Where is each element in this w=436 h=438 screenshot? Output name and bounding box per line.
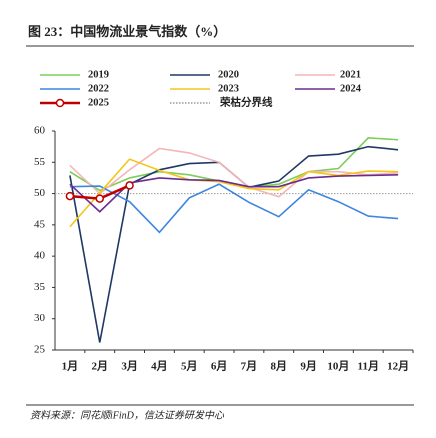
legend-label: 2020 — [218, 69, 239, 80]
legend-label: 2021 — [340, 69, 361, 80]
y-tick-label: 40 — [34, 250, 46, 262]
series-line — [69, 147, 399, 198]
legend-label: 2025 — [88, 97, 109, 108]
legend-label: 荣枯分界线 — [219, 95, 273, 108]
legend-label: 2024 — [340, 83, 362, 94]
legend-label: 2022 — [88, 83, 109, 94]
y-tick-label: 30 — [34, 312, 46, 324]
x-tick-label: 1月 — [62, 360, 79, 373]
source: 资料来源：同花顺iFinD，信达证券研发中心 — [30, 409, 225, 421]
x-tick-label: 8月 — [271, 360, 288, 373]
x-tick-label: 7月 — [241, 360, 258, 373]
chart-title: 图 23：中国物流业景气指数（%） — [28, 24, 226, 39]
x-tick-label: 10月 — [327, 360, 349, 373]
point — [65, 191, 75, 201]
x-tick-label: 6月 — [211, 360, 228, 373]
y-tick-label: 60 — [34, 125, 46, 137]
legend-marker — [55, 98, 65, 108]
x-tick-label: 9月 — [300, 360, 317, 373]
legend-label: 2019 — [88, 69, 109, 80]
y-tick-label: 25 — [34, 344, 46, 356]
x-tick-label: 11月 — [358, 360, 379, 373]
x-tick-label: 5月 — [181, 360, 198, 373]
legend-label: 2023 — [218, 83, 239, 94]
y-tick-label: 50 — [34, 187, 46, 199]
series-line — [69, 137, 399, 192]
y-tick-label: 45 — [34, 218, 46, 230]
y-tick-label: 35 — [34, 281, 46, 293]
x-tick-label: 4月 — [151, 360, 168, 373]
x-tick-label: 2月 — [92, 360, 109, 373]
x-tick-label: 12月 — [387, 360, 409, 373]
series-line — [69, 183, 399, 234]
y-tick-label: 55 — [34, 156, 46, 168]
x-tick-label: 3月 — [121, 360, 138, 373]
point — [95, 194, 104, 203]
point — [125, 181, 134, 190]
series-line — [69, 158, 399, 228]
